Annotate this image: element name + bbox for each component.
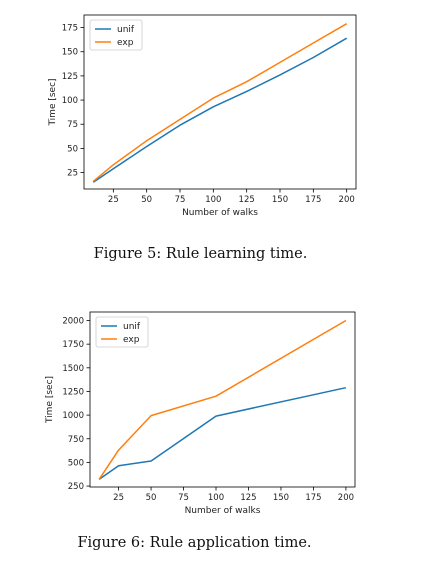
y-tick-label: 75 xyxy=(67,120,78,130)
rule-learning-chart: 25 50 75 100 125 150 175 200 25 50 75 100 125 150 175 N… xyxy=(48,14,357,218)
y-tick-label: 1500 xyxy=(62,364,84,374)
y-axis-label: Time [sec] xyxy=(45,376,55,424)
x-tick-label: 50 xyxy=(146,493,157,503)
legend-label-unif: unif xyxy=(123,322,141,332)
y-tick-label: 100 xyxy=(62,96,78,106)
rule-application-chart: 25 50 75 100 125 150 175 200 250 500 750 1000 1250 15… xyxy=(45,311,356,516)
y-tick-label: 50 xyxy=(67,144,78,154)
x-tick-label: 100 xyxy=(205,195,221,205)
x-tick-label: 25 xyxy=(108,195,119,205)
series-line-unif xyxy=(92,37,348,183)
y-tick-label: 150 xyxy=(62,48,78,58)
x-tick-label: 200 xyxy=(338,493,354,503)
y-tick-label: 500 xyxy=(68,458,84,468)
x-axis-label: Number of walks xyxy=(185,506,261,516)
legend-box xyxy=(95,316,149,348)
y-tick-label: 2000 xyxy=(62,317,84,327)
x-tick-label: 175 xyxy=(305,493,321,503)
series-line-exp xyxy=(98,319,347,480)
y-tick-label: 175 xyxy=(62,24,78,34)
x-tick-label: 100 xyxy=(208,493,224,503)
figure-6-caption: Figure 6: Rule application time. xyxy=(77,535,312,551)
y-tick-label: 25 xyxy=(67,169,78,179)
y-tick-label: 125 xyxy=(62,72,78,82)
x-tick-label: 75 xyxy=(178,493,189,503)
y-tick-label: 1000 xyxy=(62,411,84,421)
series-line-exp xyxy=(92,23,348,182)
x-tick-label: 75 xyxy=(175,195,186,205)
x-axis-label: Number of walks xyxy=(182,208,258,218)
y-tick-label: 1750 xyxy=(62,340,84,350)
legend-label-exp: exp xyxy=(123,335,140,345)
x-tick-label: 50 xyxy=(141,195,152,205)
legend-label-exp: exp xyxy=(117,38,134,48)
y-tick-label: 1250 xyxy=(62,387,84,397)
x-tick-label: 150 xyxy=(272,195,288,205)
y-tick-label: 250 xyxy=(68,482,84,492)
x-tick-label: 25 xyxy=(113,493,124,503)
legend-label-unif: unif xyxy=(117,25,135,35)
x-tick-label: 125 xyxy=(239,195,255,205)
x-tick-label: 150 xyxy=(273,493,289,503)
x-tick-label: 200 xyxy=(339,195,355,205)
series-line-unif xyxy=(98,386,347,481)
y-tick-label: 750 xyxy=(68,435,84,445)
y-axis-label: Time [sec] xyxy=(48,78,58,126)
x-tick-label: 125 xyxy=(240,493,256,503)
figure-5-caption: Figure 5: Rule learning time. xyxy=(93,246,308,262)
legend-box xyxy=(89,19,143,51)
x-tick-label: 175 xyxy=(305,195,321,205)
